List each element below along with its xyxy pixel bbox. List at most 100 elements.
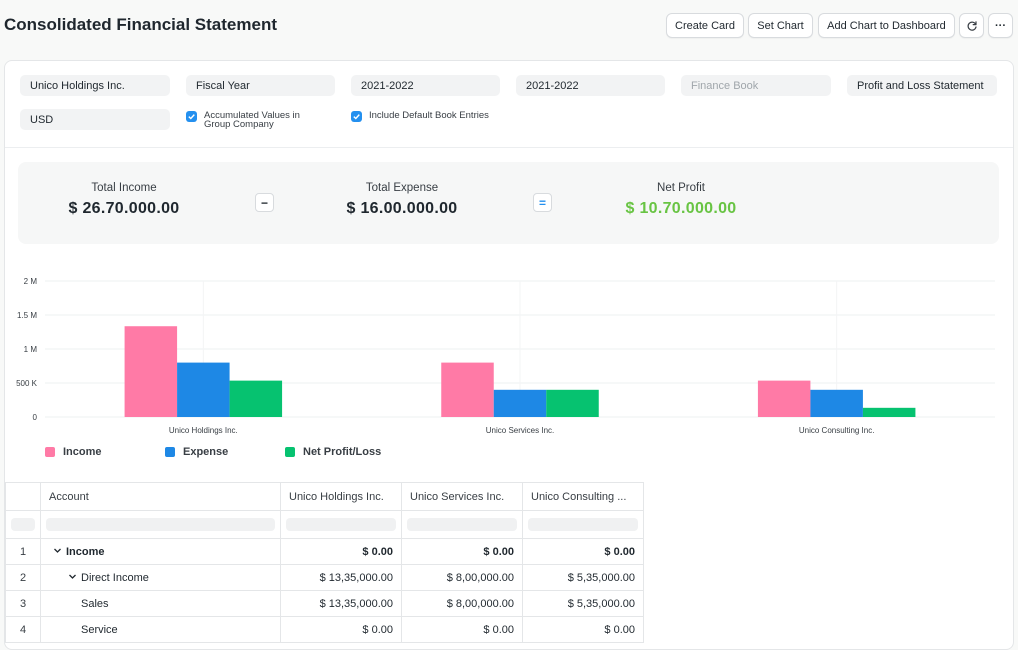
table-row[interactable]: 4 Service $ 0.00 $ 0.00 $ 0.00 bbox=[5, 616, 644, 643]
x-tick-label: Unico Holdings Inc. bbox=[169, 426, 238, 435]
set-chart-button[interactable]: Set Chart bbox=[748, 13, 813, 38]
refresh-button[interactable] bbox=[959, 13, 984, 38]
chevron-down-icon[interactable] bbox=[68, 572, 77, 581]
report-card: Unico Holdings Inc. Fiscal Year 2021-202… bbox=[4, 60, 1014, 650]
legend-item-income: Income bbox=[45, 446, 102, 458]
account-name: Direct Income bbox=[81, 571, 149, 584]
from-year-filter[interactable]: 2021-2022 bbox=[351, 75, 500, 96]
row-index-header bbox=[5, 482, 41, 511]
amount-cell: $ 13,35,000.00 bbox=[280, 590, 402, 617]
y-tick-label: 500 K bbox=[16, 379, 38, 388]
bar bbox=[546, 389, 599, 417]
legend-swatch bbox=[285, 447, 295, 457]
net-profit-value: $ 10.70.000.00 bbox=[625, 200, 737, 217]
bar bbox=[177, 362, 230, 417]
page-title: Consolidated Financial Statement bbox=[4, 15, 277, 34]
minus-operator: − bbox=[255, 193, 274, 212]
column-header-account[interactable]: Account bbox=[40, 482, 281, 511]
total-income-label: Total Income bbox=[91, 182, 157, 194]
amount-cell: $ 5,35,000.00 bbox=[522, 564, 644, 591]
total-income-value: $ 26.70.000.00 bbox=[68, 200, 180, 217]
company-filter[interactable]: Unico Holdings Inc. bbox=[20, 75, 170, 96]
bar bbox=[862, 407, 916, 417]
add-chart-to-dashboard-button[interactable]: Add Chart to Dashboard bbox=[818, 13, 955, 38]
filter-divider bbox=[5, 147, 1013, 148]
legend-label: Net Profit/Loss bbox=[303, 446, 382, 458]
bar bbox=[229, 380, 283, 417]
bar bbox=[441, 362, 494, 417]
include-default-book-label: Include Default Book Entries bbox=[369, 110, 489, 121]
legend-item-expense: Expense bbox=[165, 446, 228, 458]
amount-cell: $ 0.00 bbox=[522, 616, 644, 643]
y-tick-label: 0 bbox=[33, 413, 38, 422]
y-tick-label: 2 M bbox=[24, 277, 38, 286]
services-filter-input[interactable] bbox=[407, 518, 517, 531]
legend-item-net-profit: Net Profit/Loss bbox=[285, 446, 381, 458]
bar bbox=[757, 380, 811, 417]
index-filter-input[interactable] bbox=[11, 518, 35, 531]
account-cell: Service bbox=[40, 616, 281, 643]
total-income: Total Income $ 26.70.000.00 bbox=[36, 182, 212, 218]
legend-label: Income bbox=[63, 446, 102, 458]
table-row[interactable]: 2 Direct Income $ 13,35,000.00 $ 8,00,00… bbox=[5, 564, 644, 591]
create-card-button[interactable]: Create Card bbox=[666, 13, 744, 38]
amount-cell: $ 0.00 bbox=[401, 616, 523, 643]
row-index: 1 bbox=[5, 538, 41, 565]
total-expense: Total Expense $ 16.00.000.00 bbox=[314, 182, 490, 218]
row-index: 4 bbox=[5, 616, 41, 643]
amount-cell: $ 0.00 bbox=[280, 616, 402, 643]
table-row[interactable]: 1 Income $ 0.00 $ 0.00 $ 0.00 bbox=[5, 538, 644, 565]
checkbox-checked-icon bbox=[351, 111, 362, 122]
amount-cell: $ 8,00,000.00 bbox=[401, 564, 523, 591]
chevron-down-icon[interactable] bbox=[53, 546, 62, 555]
column-header-services[interactable]: Unico Services Inc. bbox=[401, 482, 523, 511]
y-tick-label: 1.5 M bbox=[17, 311, 37, 320]
table-filter-row bbox=[5, 510, 644, 539]
account-filter-input[interactable] bbox=[46, 518, 275, 531]
account-cell: Sales bbox=[40, 590, 281, 617]
y-tick-label: 1 M bbox=[24, 345, 38, 354]
total-expense-label: Total Expense bbox=[365, 182, 439, 194]
legend-swatch bbox=[45, 447, 55, 457]
legend-label: Expense bbox=[183, 446, 229, 458]
summary-panel: Total Income $ 26.70.000.00 − Total Expe… bbox=[18, 162, 999, 244]
amount-cell: $ 0.00 bbox=[522, 538, 644, 565]
bar bbox=[124, 326, 178, 417]
equals-operator: = bbox=[533, 193, 552, 212]
holdings-filter-input[interactable] bbox=[286, 518, 396, 531]
amount-cell: $ 8,00,000.00 bbox=[401, 590, 523, 617]
x-tick-label: Unico Consulting Inc. bbox=[799, 426, 875, 435]
net-profit-label: Net Profit bbox=[657, 182, 705, 194]
report-table: Account Unico Holdings Inc. Unico Servic… bbox=[5, 482, 644, 643]
accumulated-values-label: Accumulated Values in Group Company bbox=[204, 110, 300, 130]
refresh-icon bbox=[967, 20, 977, 31]
accumulated-values-checkbox[interactable]: Accumulated Values in Group Company bbox=[186, 111, 326, 129]
x-tick-label: Unico Services Inc. bbox=[486, 426, 554, 435]
bar bbox=[493, 389, 547, 417]
account-cell: Direct Income bbox=[40, 564, 281, 591]
amount-cell: $ 5,35,000.00 bbox=[522, 590, 644, 617]
legend-swatch bbox=[165, 447, 175, 457]
checkbox-checked-icon bbox=[186, 111, 197, 122]
bar bbox=[810, 389, 863, 417]
consulting-filter-input[interactable] bbox=[528, 518, 638, 531]
report-type-filter[interactable]: Profit and Loss Statement bbox=[847, 75, 997, 96]
to-year-filter[interactable]: 2021-2022 bbox=[516, 75, 665, 96]
amount-cell: $ 0.00 bbox=[401, 538, 523, 565]
amount-cell: $ 0.00 bbox=[280, 538, 402, 565]
more-button[interactable]: ··· bbox=[988, 13, 1013, 38]
account-name: Income bbox=[66, 545, 105, 558]
bar-chart: 0 500 K 1 M 1.5 M 2 M Unico Holdings Inc. Unic… bbox=[16, 277, 995, 435]
currency-filter[interactable]: USD bbox=[20, 109, 170, 130]
row-index: 3 bbox=[5, 590, 41, 617]
column-header-holdings[interactable]: Unico Holdings Inc. bbox=[280, 482, 402, 511]
period-filter[interactable]: Fiscal Year bbox=[186, 75, 335, 96]
total-expense-value: $ 16.00.000.00 bbox=[346, 200, 458, 217]
column-header-consulting[interactable]: Unico Consulting ... bbox=[522, 482, 644, 511]
amount-cell: $ 13,35,000.00 bbox=[280, 564, 402, 591]
finance-book-filter[interactable]: Finance Book bbox=[681, 75, 831, 96]
include-default-book-checkbox[interactable]: Include Default Book Entries bbox=[351, 111, 531, 122]
account-cell: Income bbox=[40, 538, 281, 565]
net-profit: Net Profit $ 10.70.000.00 bbox=[593, 182, 769, 218]
table-row[interactable]: 3 Sales $ 13,35,000.00 $ 8,00,000.00 $ 5… bbox=[5, 590, 644, 617]
